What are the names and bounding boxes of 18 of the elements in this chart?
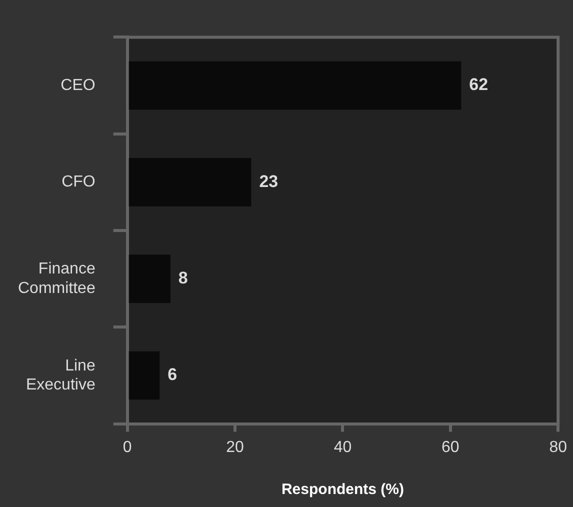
bar — [128, 61, 462, 110]
bar — [128, 254, 170, 303]
y-tick-label: Finance Committee — [18, 260, 96, 297]
data-label: 23 — [259, 172, 278, 191]
x-tick-label: 80 — [549, 438, 568, 456]
bar — [128, 158, 252, 206]
y-tick-label: Line Executive — [26, 357, 96, 394]
y-tick-label: CEO — [60, 76, 96, 94]
x-tick-label: 20 — [226, 438, 244, 456]
y-tick-label: CFO — [62, 174, 96, 191]
x-axis-title: Respondents (%) — [281, 481, 404, 498]
data-label: 62 — [469, 75, 488, 94]
x-tick-label: 0 — [122, 438, 132, 456]
data-label: 8 — [178, 268, 188, 288]
bar — [128, 351, 160, 400]
x-tick-label: 40 — [334, 438, 352, 456]
x-tick-label: 60 — [442, 438, 460, 456]
data-label: 6 — [168, 365, 178, 384]
